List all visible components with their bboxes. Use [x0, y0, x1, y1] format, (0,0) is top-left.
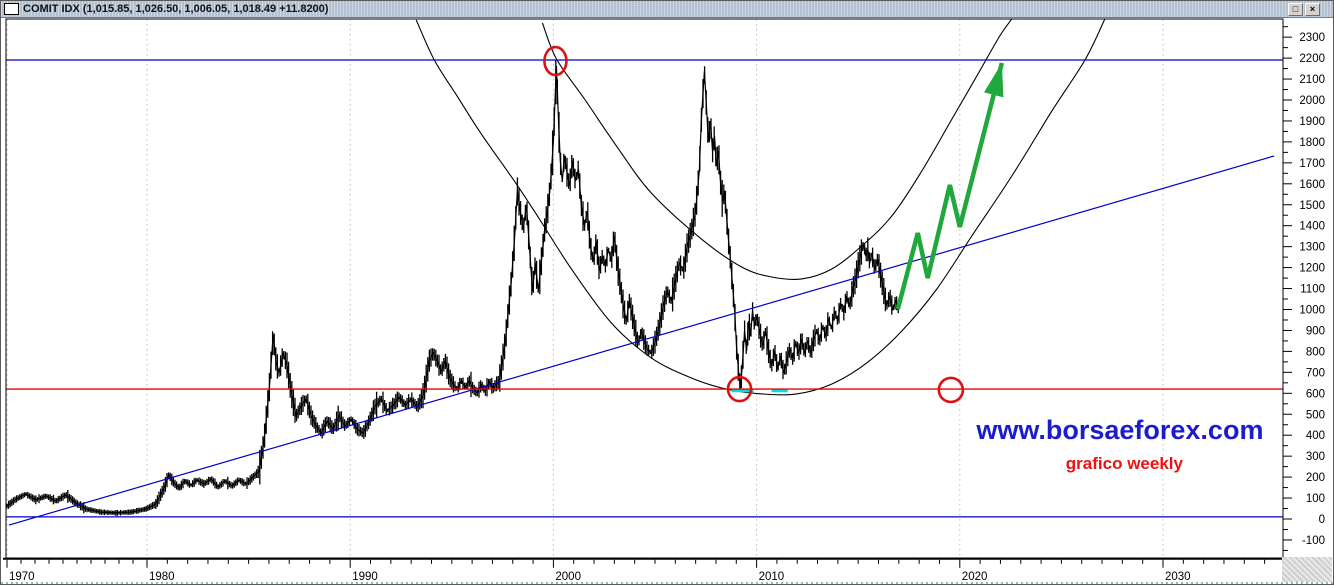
y-axis-label: 100	[1306, 493, 1325, 505]
x-axis-label: 2030	[1165, 571, 1191, 583]
y-axis-label: 1700	[1299, 158, 1325, 170]
close-button[interactable]: ×	[1305, 2, 1320, 16]
ascending-trendline	[8, 155, 1275, 526]
y-axis-label: 2000	[1299, 95, 1325, 107]
red-circle-marker-3	[937, 376, 965, 404]
y-axis-label: 300	[1306, 451, 1325, 463]
y-axis-label: 1200	[1299, 263, 1325, 275]
y-axis-label: 800	[1306, 346, 1325, 358]
y-axis-label: 200	[1306, 472, 1325, 484]
y-axis-label: 500	[1306, 409, 1325, 421]
window-title-bar[interactable]: COMIT IDX (1,015.85, 1,026.50, 1,006.05,…	[1, 1, 1333, 18]
red-circle-marker-1	[543, 45, 568, 77]
x-axis-label: 1990	[352, 571, 378, 583]
projection-zigzag-arrow	[895, 62, 1005, 310]
red-circle-marker-2	[726, 375, 753, 403]
price-series-line	[6, 66, 900, 514]
x-axis-label: 2000	[555, 571, 581, 583]
y-axis-label: 400	[1306, 430, 1325, 442]
x-axis-label: 1970	[9, 571, 35, 583]
x-axis-label: 1980	[149, 571, 175, 583]
y-axis-label: 1800	[1299, 137, 1325, 149]
y-axis-label: 900	[1306, 325, 1325, 337]
arrowhead-icon	[984, 62, 1004, 98]
chart-plot-area[interactable]	[6, 19, 1283, 558]
y-axis-label: 2100	[1299, 74, 1325, 86]
window-title: COMIT IDX (1,015.85, 1,026.50, 1,006.05,…	[23, 2, 329, 15]
titlebar-buttons: □ ×	[1288, 2, 1320, 16]
y-axis-label: 700	[1306, 367, 1325, 379]
y-axis-label: 1900	[1299, 116, 1325, 128]
y-axis-label: 1600	[1299, 179, 1325, 191]
y-axis-label: 1400	[1299, 221, 1325, 233]
y-axis-label: 2300	[1299, 32, 1325, 44]
window-resize-corner[interactable]	[1282, 557, 1332, 582]
y-axis-label: -100	[1302, 535, 1325, 547]
axes-layer: -100 0 100 200 300 400 500 600 700 800 900 1000 1100…	[3, 18, 1325, 583]
y-axis-label: 600	[1306, 388, 1325, 400]
y-axis-label: 1000	[1299, 305, 1325, 317]
x-axis-label: 2010	[759, 571, 785, 583]
x-axis-label: 2020	[962, 571, 988, 583]
y-axis-label: 1300	[1299, 242, 1325, 254]
watermark-site-url: www.borsaeforex.com	[975, 415, 1263, 445]
y-axis-label: 2200	[1299, 53, 1325, 65]
window-bottom-edge	[1, 582, 1333, 584]
plot-layer: www.borsaeforex.com grafico weekly	[6, 19, 1283, 558]
watermark-timeframe-label: grafico weekly	[1066, 454, 1184, 473]
parabola-curve-1	[541, 19, 1013, 280]
chart-window-icon	[4, 3, 19, 15]
y-axis-label: 0	[1319, 514, 1325, 526]
parabola-curve-2	[415, 19, 1106, 396]
maximize-button[interactable]: □	[1288, 2, 1303, 16]
y-axis-label: 1500	[1299, 200, 1325, 212]
y-axis-label: 1100	[1300, 284, 1325, 296]
